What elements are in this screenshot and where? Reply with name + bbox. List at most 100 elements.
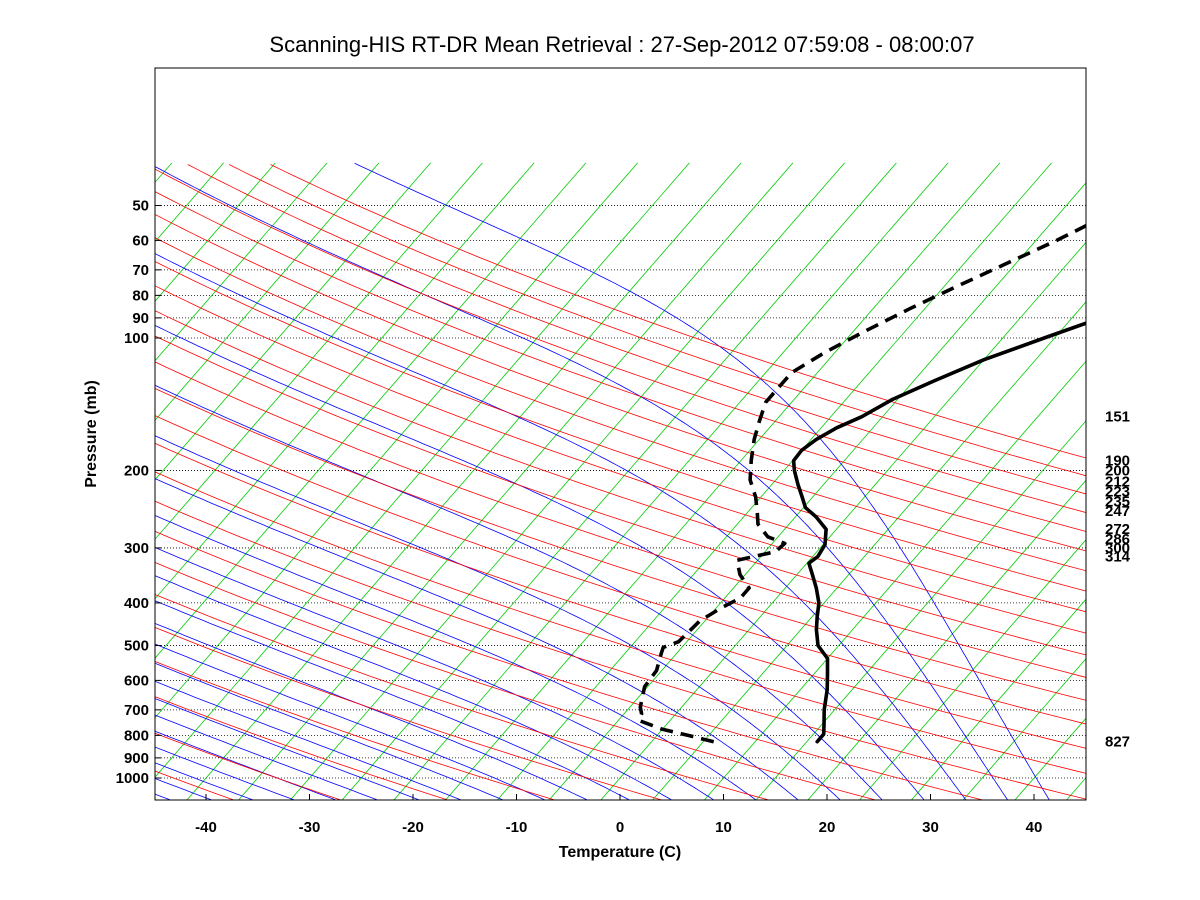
- dry-adiabat-line: [155, 285, 1086, 613]
- moist-adiabat-line: [155, 662, 504, 800]
- dry-adiabat-line: [155, 626, 664, 800]
- dry-adiabat-line: [270, 164, 1086, 459]
- isotherm-line: [445, 162, 1001, 800]
- dry-adiabat-line: [155, 415, 1086, 725]
- isotherm-line: [755, 420, 1086, 800]
- y-tick-label: 90: [132, 310, 149, 327]
- isotherm-line: [155, 162, 690, 778]
- dry-adiabat-line: [155, 361, 1086, 678]
- y-tick-label: 500: [124, 638, 149, 655]
- x-tick-label: -30: [299, 819, 321, 836]
- dry-adiabat-line: [155, 561, 878, 800]
- isotherm-line: [859, 539, 1086, 800]
- moist-adiabat-line: [354, 162, 1050, 800]
- isotherm-line: [186, 162, 742, 800]
- dewpoint-profile-line: [637, 223, 1086, 744]
- x-tick-label: 10: [715, 819, 732, 836]
- isotherm-line: [600, 241, 1086, 800]
- moist-adiabat-line: [155, 622, 589, 800]
- dry-adiabat-line: [228, 164, 1086, 477]
- level-annotation: 235: [1105, 493, 1130, 510]
- y-tick-label: 600: [124, 672, 149, 689]
- level-annotation: 151: [1105, 409, 1130, 426]
- moist-adiabat-line: [155, 680, 463, 800]
- moist-adiabat-line: [155, 435, 841, 800]
- isotherm-line: [155, 162, 276, 302]
- chart-title: Scanning-HIS RT-DR Mean Retrieval : 27-S…: [269, 32, 974, 57]
- y-tick-label: 70: [132, 262, 149, 279]
- y-tick-label: 900: [124, 750, 149, 767]
- dry-adiabat-line: [155, 237, 1086, 572]
- isotherm-line: [155, 162, 431, 481]
- moist-adiabat-line: [155, 600, 631, 800]
- isotherm-line: [155, 162, 328, 362]
- dry-adiabat-line: [155, 530, 985, 800]
- y-axis-label: Pressure (mb): [83, 380, 100, 488]
- level-annotation: 314: [1105, 549, 1131, 566]
- temperature-profile-line: [791, 321, 1086, 744]
- isotherm-line: [155, 162, 587, 659]
- isotherm-line: [238, 162, 794, 800]
- isotherm-line: [289, 162, 845, 800]
- dry-adiabat-line: [187, 164, 1086, 495]
- y-tick-label: 100: [124, 330, 149, 347]
- x-axis-ticks: -40 -30 -20 -10 0 10 20 30 40: [195, 794, 1042, 836]
- pressure-gridlines: [155, 205, 1086, 779]
- y-axis-ticks: 50 60 70 80 90 100 200 300 400 500 600 700 800 900 100…: [116, 198, 161, 787]
- dry-adiabat-line: [155, 696, 450, 800]
- isotherm-line: [155, 162, 380, 421]
- x-tick-label: 20: [819, 819, 836, 836]
- level-annotation: 300: [1105, 540, 1130, 557]
- level-annotation: 212: [1105, 474, 1130, 491]
- y-tick-label: 50: [132, 198, 149, 215]
- x-axis-label: Temperature (C): [559, 844, 681, 861]
- y-tick-label: 800: [124, 727, 149, 744]
- x-tick-label: 0: [616, 819, 624, 836]
- level-annotation: 200: [1105, 462, 1130, 479]
- dry-adiabat-line: [155, 310, 1086, 634]
- dry-adiabat-line: [155, 168, 1086, 513]
- level-annotation: 272: [1105, 521, 1130, 538]
- moist-adiabat-line: [155, 166, 1009, 800]
- dry-adiabat-line: [155, 661, 557, 800]
- moist-adiabat-line: [155, 575, 673, 800]
- level-annotation: 190: [1105, 453, 1130, 470]
- isotherm-line: [703, 360, 1086, 800]
- dry-adiabat-lines: [155, 164, 1086, 800]
- level-annotation: 286: [1105, 531, 1130, 548]
- level-annotation: 223: [1105, 483, 1130, 500]
- isotherm-line: [910, 598, 1086, 800]
- y-tick-label: 200: [124, 462, 149, 479]
- x-tick-label: -40: [195, 819, 217, 836]
- moist-adiabat-line: [155, 547, 715, 800]
- dry-adiabat-line: [155, 191, 1086, 532]
- moist-adiabat-line: [155, 514, 757, 800]
- dry-adiabat-line: [155, 594, 771, 800]
- level-annotation: 827: [1105, 734, 1130, 751]
- isotherm-line: [652, 301, 1086, 800]
- moist-adiabat-line: [155, 643, 546, 800]
- isotherm-line: [393, 162, 949, 800]
- isotherm-line: [155, 162, 638, 719]
- level-annotation: 247: [1105, 503, 1130, 520]
- x-tick-label: 40: [1026, 819, 1043, 836]
- dry-adiabat-line: [155, 471, 1086, 774]
- x-tick-label: 30: [922, 819, 939, 836]
- isotherm-line: [155, 162, 535, 600]
- dry-adiabat-line: [155, 213, 1086, 552]
- isotherm-line: [496, 162, 1052, 800]
- isotherm-line: [962, 658, 1086, 800]
- plot-area: [155, 162, 1086, 800]
- y-tick-label: 400: [124, 595, 149, 612]
- dry-adiabat-line: [155, 335, 1086, 656]
- dry-adiabat-line: [155, 500, 1086, 800]
- dry-adiabat-line: [155, 261, 1086, 592]
- x-tick-label: -20: [402, 819, 424, 836]
- y-tick-label: 700: [124, 702, 149, 719]
- y-tick-label: 80: [132, 287, 149, 304]
- y-tick-label: 300: [124, 540, 149, 557]
- isotherm-line: [341, 162, 897, 800]
